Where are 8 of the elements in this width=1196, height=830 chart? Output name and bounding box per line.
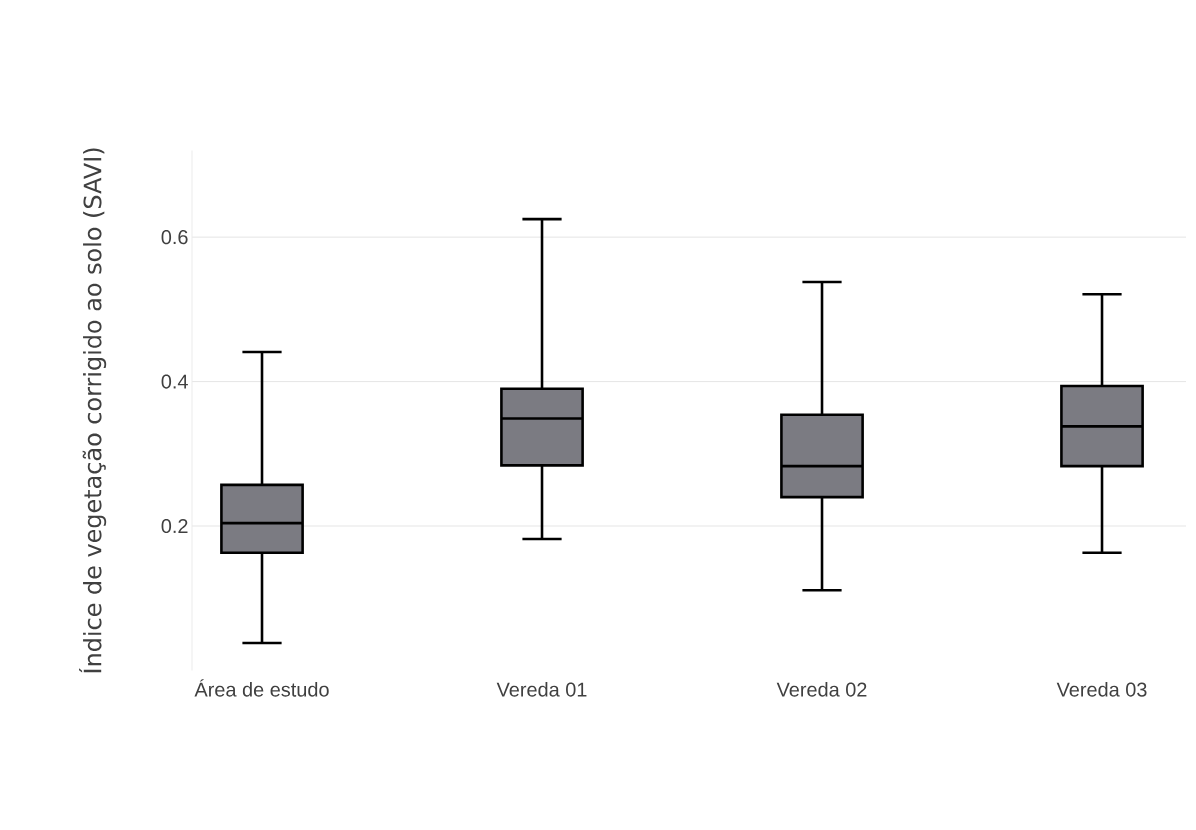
x-tick-label: Vereda 01 <box>496 682 587 697</box>
x-tick-label: Vereda 03 <box>1056 682 1147 697</box>
y-tick-label: 0.6 <box>161 230 188 245</box>
y-axis-title: Índice de vegetação corrigido ao solo (SAVI) <box>79 148 107 673</box>
y-tick-label: 0.2 <box>161 518 188 534</box>
x-tick-label: Área de estudo <box>194 679 329 697</box>
x-tick-label: Vereda 02 <box>776 682 867 697</box>
y-tick-label: 0.4 <box>161 374 188 389</box>
